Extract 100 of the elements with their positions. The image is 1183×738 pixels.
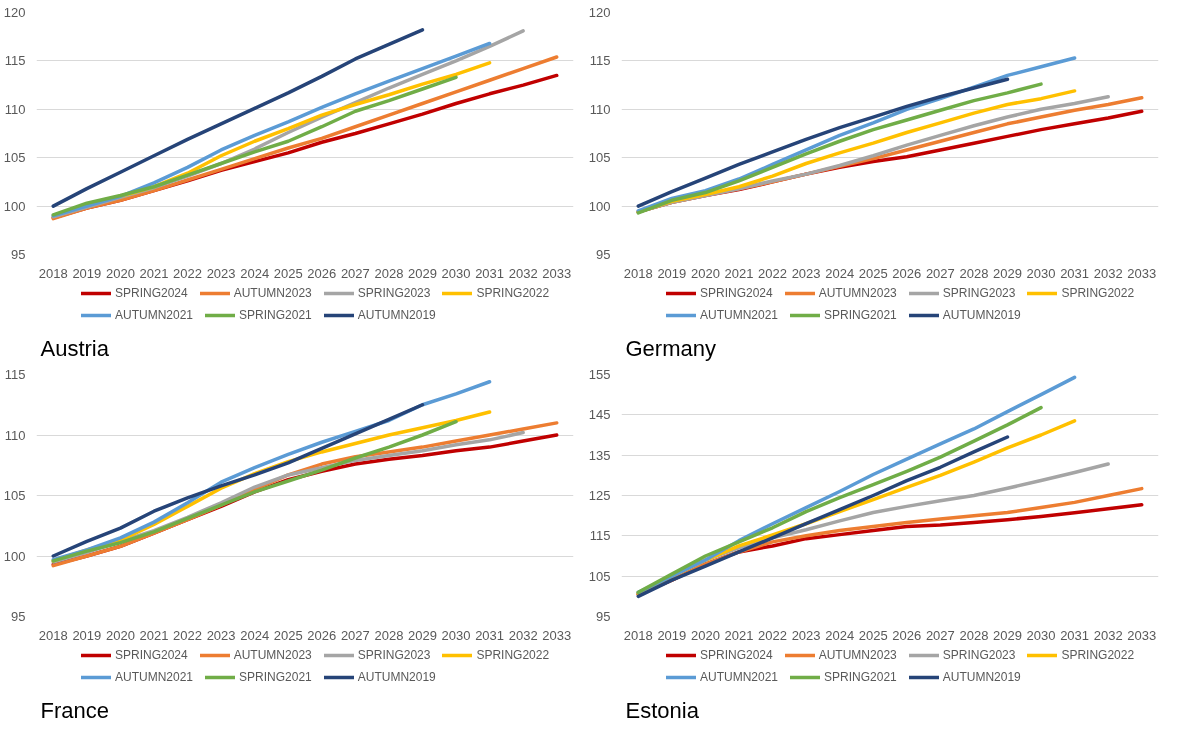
y-tick-label: 105 bbox=[588, 568, 611, 584]
x-tick-label: 2032 bbox=[1093, 627, 1123, 643]
x-tick-label: 2019 bbox=[72, 265, 102, 281]
x-tick-label: 2020 bbox=[105, 265, 135, 281]
x-tick-label: 2018 bbox=[38, 265, 68, 281]
legend-label: SPRING2021 bbox=[239, 670, 312, 684]
x-tick-label: 2033 bbox=[542, 627, 572, 643]
x-tick-label: 2030 bbox=[441, 627, 471, 643]
y-tick-label: 100 bbox=[588, 198, 611, 214]
x-tick-label: 2029 bbox=[408, 627, 437, 643]
y-tick-label: 145 bbox=[588, 407, 611, 423]
x-tick-label: 2025 bbox=[273, 265, 303, 281]
x-tick-label: 2026 bbox=[892, 627, 922, 643]
legend-label: AUTUMN2023 bbox=[818, 648, 897, 662]
x-tick-label: 2032 bbox=[508, 627, 538, 643]
x-tick-label: 2028 bbox=[374, 627, 404, 643]
x-tick-label: 2032 bbox=[508, 265, 538, 281]
x-tick-label: 2024 bbox=[240, 265, 270, 281]
x-tick-label: 2031 bbox=[1060, 627, 1090, 643]
legend-label: SPRING2022 bbox=[1061, 648, 1135, 662]
x-tick-label: 2030 bbox=[441, 265, 471, 281]
x-tick-label: 2024 bbox=[825, 627, 855, 643]
x-tick-label: 2022 bbox=[758, 627, 787, 643]
x-tick-label: 2029 bbox=[993, 627, 1022, 643]
x-tick-label: 2029 bbox=[408, 265, 437, 281]
legend-label: SPRING2024 bbox=[700, 286, 773, 300]
x-tick-label: 2022 bbox=[758, 265, 787, 281]
y-tick-label: 105 bbox=[3, 150, 26, 166]
x-tick-label: 2018 bbox=[623, 265, 653, 281]
y-tick-label: 100 bbox=[3, 548, 26, 564]
x-tick-label: 2023 bbox=[206, 627, 236, 643]
x-tick-label: 2025 bbox=[858, 265, 888, 281]
x-tick-label: 2025 bbox=[273, 627, 303, 643]
x-tick-label: 2027 bbox=[925, 265, 955, 281]
x-tick-label: 2023 bbox=[206, 265, 236, 281]
legend-label: SPRING2023 bbox=[357, 648, 431, 662]
legend-label: AUTUMN2019 bbox=[357, 670, 436, 684]
x-tick-label: 2031 bbox=[475, 627, 505, 643]
legend-label: AUTUMN2021 bbox=[700, 670, 779, 684]
x-tick-label: 2020 bbox=[690, 265, 720, 281]
legend-label: SPRING2022 bbox=[476, 648, 550, 662]
x-tick-label: 2019 bbox=[657, 265, 687, 281]
x-tick-label: 2026 bbox=[892, 265, 922, 281]
y-tick-label: 110 bbox=[589, 101, 611, 117]
text: Estonia bbox=[625, 697, 700, 723]
x-tick-label: 2021 bbox=[139, 265, 169, 281]
x-tick-label: 2025 bbox=[858, 627, 888, 643]
y-tick-label: 105 bbox=[3, 488, 26, 503]
y-tick-label: 155 bbox=[588, 367, 611, 382]
legend-label: AUTUMN2019 bbox=[357, 308, 436, 322]
y-tick-label: 115 bbox=[4, 367, 26, 382]
x-tick-label: 2027 bbox=[925, 627, 955, 643]
x-tick-label: 2033 bbox=[1127, 265, 1157, 281]
y-tick-label: 125 bbox=[588, 488, 611, 503]
legend-label: SPRING2023 bbox=[942, 286, 1016, 300]
legend-label: SPRING2022 bbox=[476, 286, 550, 300]
y-tick-label: 115 bbox=[589, 528, 611, 544]
x-tick-label: 2030 bbox=[1026, 627, 1056, 643]
legend-label: SPRING2023 bbox=[357, 286, 431, 300]
legend-label: SPRING2021 bbox=[239, 308, 312, 322]
x-tick-label: 2021 bbox=[724, 265, 754, 281]
x-tick-label: 2021 bbox=[724, 627, 754, 643]
y-tick-label: 115 bbox=[4, 53, 26, 69]
legend-label: SPRING2021 bbox=[824, 670, 897, 684]
line-series bbox=[636, 435, 1010, 599]
x-tick-label: 2031 bbox=[475, 265, 505, 281]
text: Germany bbox=[625, 335, 716, 361]
x-tick-label: 2024 bbox=[240, 627, 270, 643]
line-series bbox=[51, 28, 425, 208]
y-tick-label: 110 bbox=[4, 427, 26, 443]
text: Austria bbox=[40, 335, 110, 361]
legend-label: SPRING2024 bbox=[700, 648, 773, 662]
legend-label: AUTUMN2019 bbox=[942, 670, 1021, 684]
legend-label: AUTUMN2021 bbox=[115, 308, 194, 322]
y-tick-label: 110 bbox=[4, 101, 26, 117]
line-series bbox=[636, 77, 1010, 208]
line-series bbox=[51, 75, 458, 217]
legend-label: AUTUMN2021 bbox=[115, 670, 194, 684]
legend-label: SPRING2022 bbox=[1061, 286, 1135, 300]
x-tick-label: 2019 bbox=[72, 627, 102, 643]
legend-label: SPRING2024 bbox=[115, 286, 188, 300]
x-tick-label: 2019 bbox=[657, 627, 687, 643]
y-tick-label: 115 bbox=[589, 53, 611, 69]
y-tick-label: 120 bbox=[3, 5, 26, 20]
x-tick-label: 2024 bbox=[825, 265, 855, 281]
x-tick-label: 2020 bbox=[105, 627, 135, 643]
y-tick-label: 100 bbox=[3, 198, 26, 214]
legend-label: AUTUMN2019 bbox=[942, 308, 1021, 322]
y-tick-label: 120 bbox=[588, 5, 611, 20]
legend-label: SPRING2021 bbox=[824, 308, 897, 322]
legend-label: AUTUMN2023 bbox=[233, 286, 312, 300]
x-tick-label: 2028 bbox=[374, 265, 404, 281]
x-tick-label: 2023 bbox=[791, 627, 821, 643]
x-tick-label: 2021 bbox=[139, 627, 169, 643]
legend-label: SPRING2023 bbox=[942, 648, 1016, 662]
y-tick-label: 105 bbox=[588, 150, 611, 166]
x-tick-label: 2026 bbox=[307, 627, 337, 643]
x-tick-label: 2027 bbox=[340, 627, 370, 643]
x-tick-label: 2030 bbox=[1026, 265, 1056, 281]
x-tick-label: 2023 bbox=[791, 265, 821, 281]
